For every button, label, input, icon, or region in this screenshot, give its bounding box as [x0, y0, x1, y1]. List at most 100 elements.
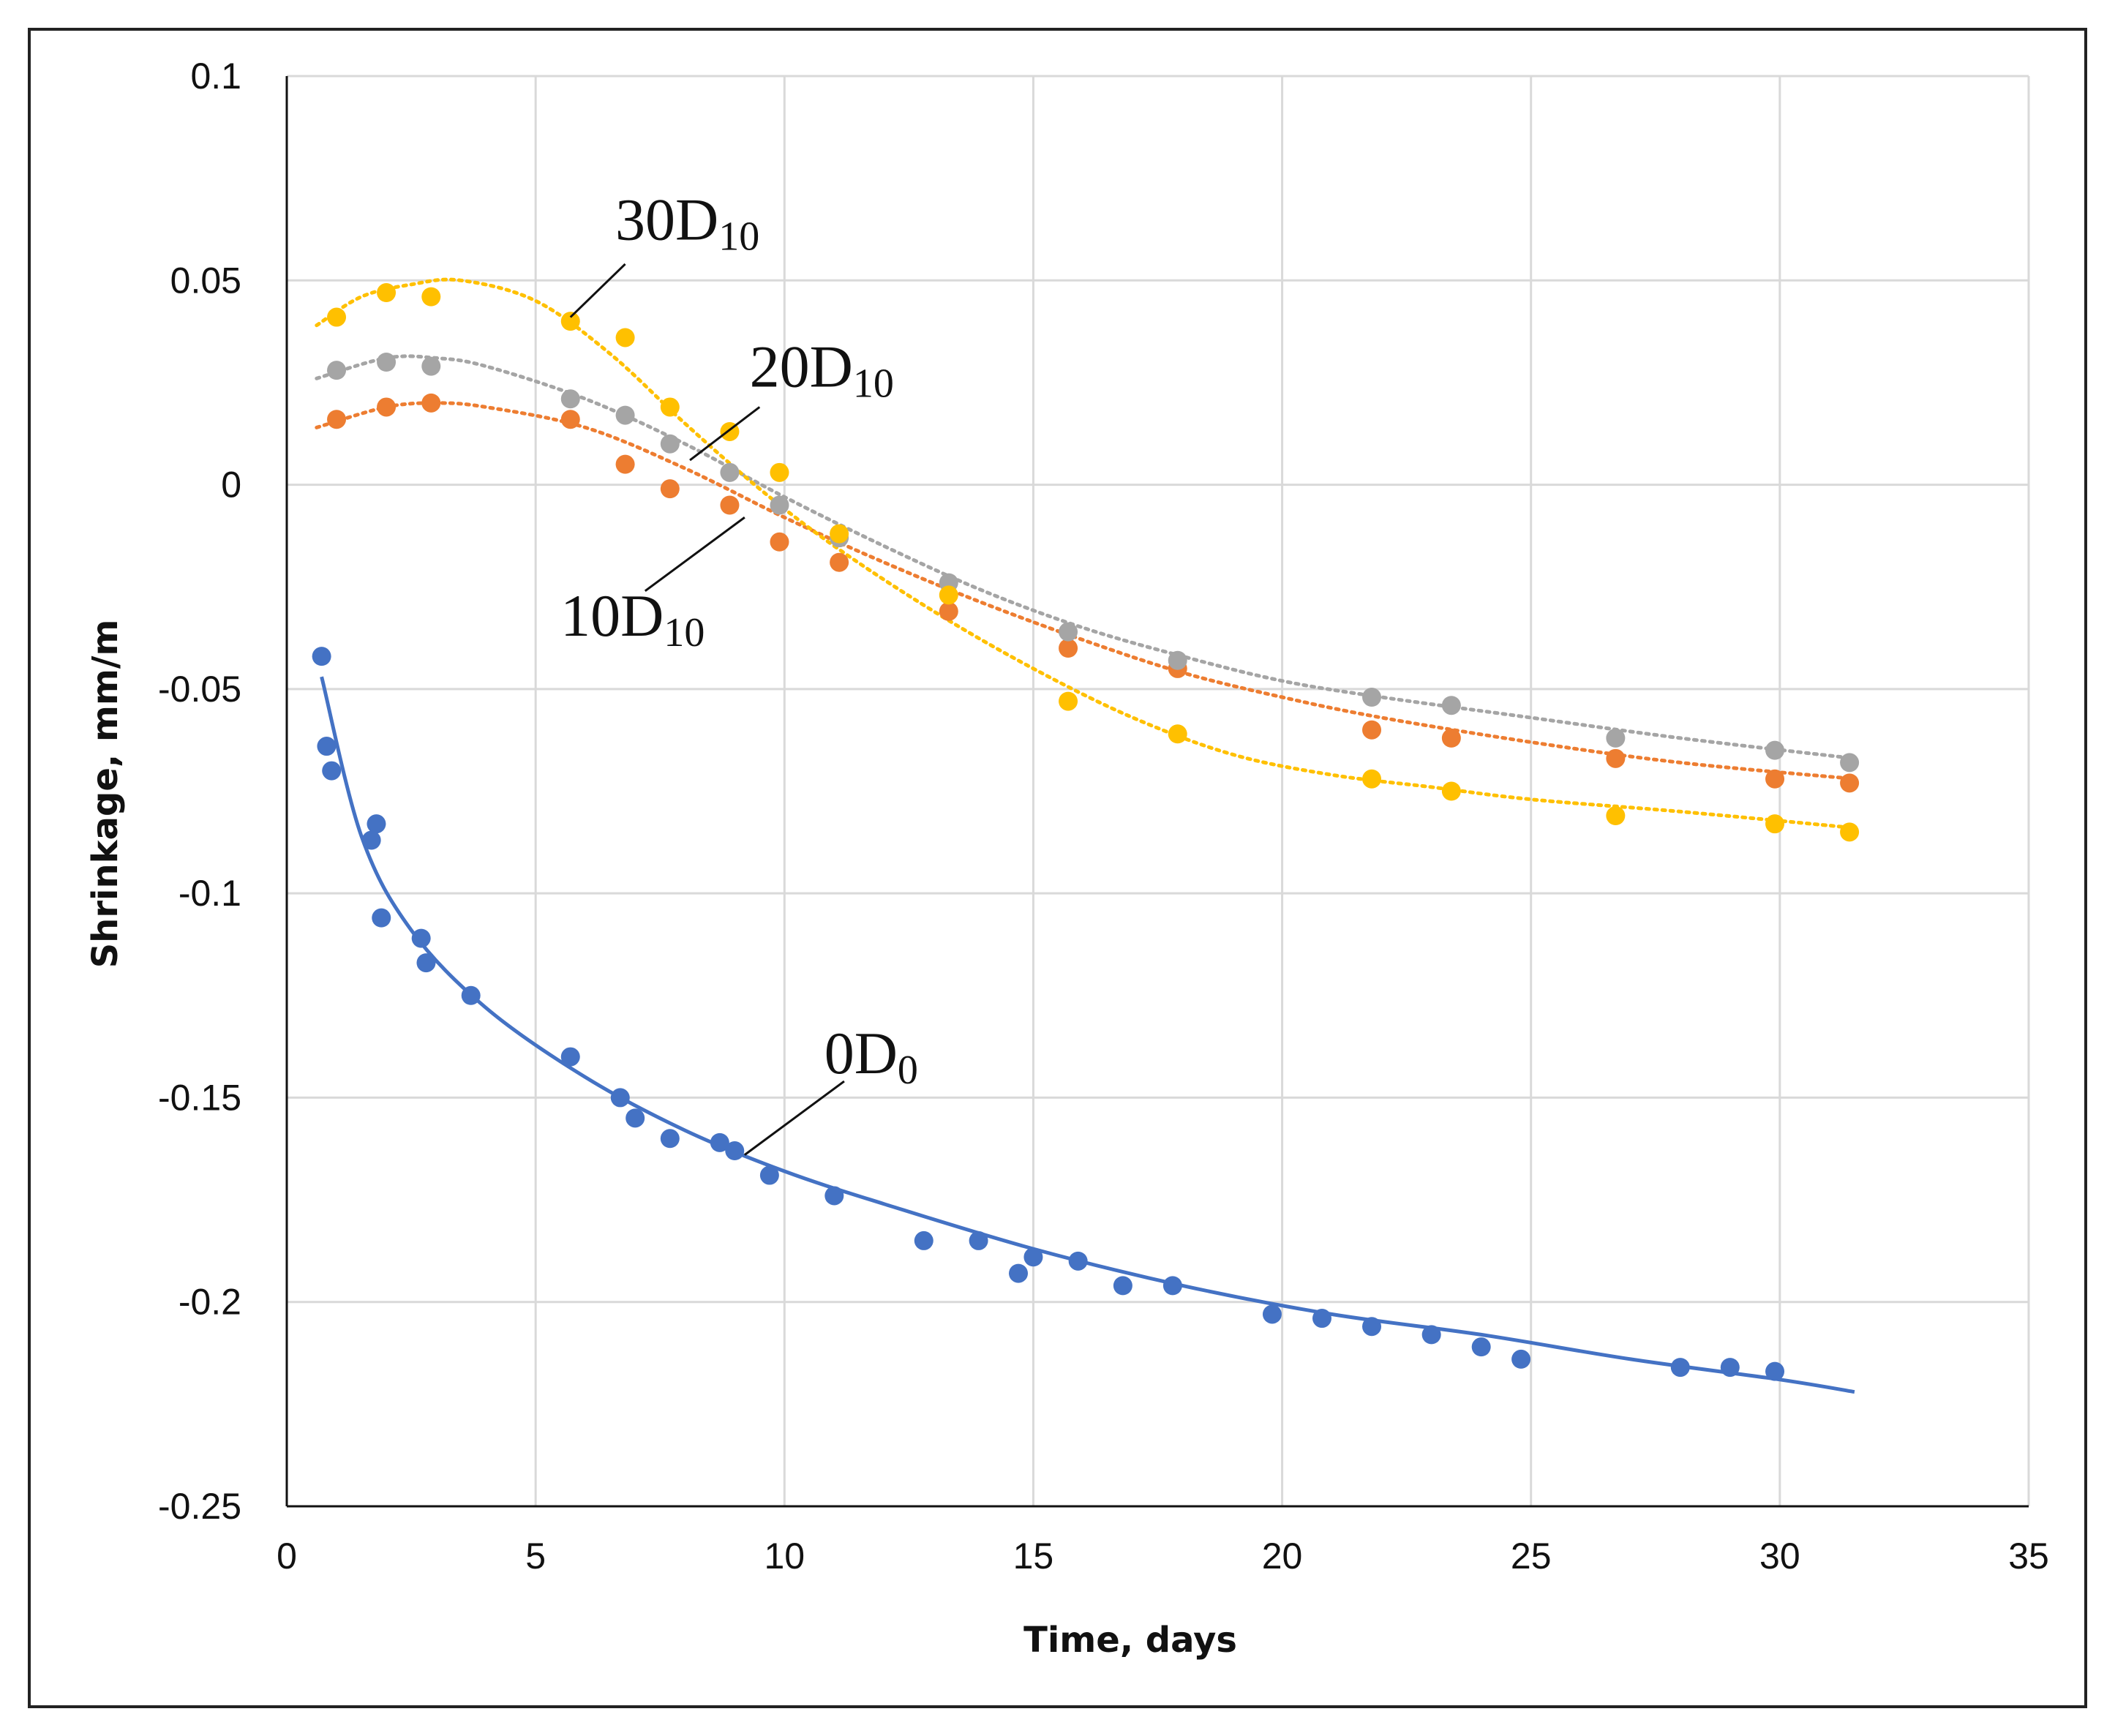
data-point-0d0 — [759, 1165, 779, 1185]
leader-line-30d10 — [569, 263, 626, 318]
x-tick-label: 20 — [1262, 1536, 1303, 1577]
data-point-20d10 — [770, 495, 789, 515]
data-point-30d10 — [1441, 781, 1461, 801]
data-point-30d10 — [615, 328, 635, 347]
data-point-0d0 — [1009, 1263, 1029, 1283]
series-label-subscript: 10 — [664, 610, 705, 655]
data-point-10d10 — [377, 397, 397, 417]
data-point-30d10 — [1840, 822, 1860, 842]
leader-line-20d10 — [689, 406, 761, 462]
y-tick-labels: 0.1 0.05 0 -0.05 -0.1 -0.15 -0.2 -0.25 — [158, 56, 241, 1527]
data-point-20d10 — [1765, 740, 1785, 760]
data-point-0d0 — [1471, 1337, 1491, 1357]
data-point-30d10 — [830, 524, 849, 544]
data-point-0d0 — [914, 1230, 933, 1250]
data-point-10d10 — [1765, 769, 1785, 789]
data-point-0d0 — [367, 814, 386, 834]
data-point-30d10 — [1765, 814, 1785, 834]
data-point-30d10 — [1059, 691, 1078, 711]
data-point-0d0 — [416, 953, 436, 973]
x-tick-label: 25 — [1511, 1536, 1552, 1577]
y-tick-label: 0.05 — [170, 260, 241, 301]
y-tick-label: -0.15 — [158, 1077, 241, 1118]
series-label-subscript: 10 — [718, 214, 759, 259]
y-axis-title: Shrinkage, mm/m — [85, 620, 126, 969]
x-tick-label: 15 — [1013, 1536, 1054, 1577]
data-point-0d0 — [1362, 1317, 1382, 1337]
data-point-20d10 — [660, 434, 680, 454]
data-point-20d10 — [1168, 650, 1187, 670]
trend-lines — [315, 277, 1857, 1394]
data-point-0d0 — [322, 761, 342, 781]
figure-frame — [28, 28, 2087, 1708]
series-label-30d10: 30D10 — [615, 186, 759, 259]
data-point-0d0 — [1670, 1358, 1690, 1378]
data-point-0d0 — [1262, 1304, 1282, 1324]
data-point-0d0 — [411, 928, 431, 948]
data-point-0d0 — [1511, 1349, 1531, 1369]
data-point-0d0 — [361, 830, 381, 850]
data-point-30d10 — [327, 307, 347, 327]
data-point-0d0 — [710, 1132, 729, 1152]
data-point-20d10 — [1606, 728, 1626, 748]
data-point-10d10 — [770, 532, 789, 552]
data-point-0d0 — [372, 908, 391, 928]
data-point-0d0 — [317, 737, 337, 756]
data-point-20d10 — [327, 361, 347, 380]
data-point-20d10 — [377, 353, 397, 372]
x-tick-labels: 0 5 10 15 20 25 30 35 — [277, 1536, 2049, 1577]
trendline-0d0 — [320, 676, 1855, 1394]
data-point-30d10 — [1606, 806, 1626, 826]
data-point-0d0 — [610, 1088, 630, 1108]
data-point-0d0 — [1068, 1251, 1088, 1271]
data-point-0d0 — [626, 1108, 645, 1128]
data-point-10d10 — [1362, 720, 1382, 740]
data-point-30d10 — [421, 287, 441, 307]
data-point-20d10 — [1840, 753, 1860, 773]
leader-line-10d10 — [644, 516, 745, 593]
x-tick-label: 10 — [764, 1536, 805, 1577]
x-tick-label: 0 — [277, 1536, 297, 1577]
data-point-10d10 — [560, 410, 580, 429]
trendline-10d10 — [315, 401, 1857, 781]
data-point-10d10 — [720, 495, 740, 515]
data-point-20d10 — [421, 356, 441, 376]
axes — [285, 76, 2029, 1508]
data-point-30d10 — [1362, 769, 1382, 789]
grid-lines — [287, 75, 2030, 1508]
data-point-0d0 — [312, 647, 331, 666]
data-point-10d10 — [1840, 773, 1860, 793]
data-point-0d0 — [461, 985, 481, 1005]
x-axis-title: Time, days — [1023, 1620, 1237, 1661]
x-tick-label: 35 — [2008, 1536, 2049, 1577]
trendline-30d10 — [315, 277, 1857, 830]
data-point-0d0 — [725, 1141, 745, 1161]
data-point-20d10 — [1059, 622, 1078, 642]
data-point-0d0 — [1162, 1276, 1182, 1296]
data-point-30d10 — [560, 312, 580, 331]
leader-line-0d0 — [743, 1080, 845, 1156]
data-point-20d10 — [560, 389, 580, 409]
data-point-0d0 — [1312, 1309, 1331, 1329]
y-tick-label: -0.05 — [158, 669, 241, 710]
data-point-20d10 — [720, 462, 740, 482]
trendline-20d10 — [315, 354, 1857, 761]
x-tick-label: 30 — [1759, 1536, 1800, 1577]
data-point-10d10 — [1059, 639, 1078, 658]
data-point-30d10 — [770, 462, 789, 482]
data-point-10d10 — [615, 454, 635, 474]
data-point-0d0 — [560, 1047, 580, 1067]
y-tick-label: -0.2 — [179, 1282, 241, 1323]
data-point-0d0 — [969, 1230, 988, 1250]
series-label-subscript: 0 — [898, 1048, 918, 1093]
y-tick-label: -0.25 — [158, 1486, 241, 1527]
data-point-30d10 — [1168, 724, 1187, 744]
data-point-10d10 — [1606, 748, 1626, 768]
data-point-20d10 — [1441, 696, 1461, 715]
data-point-20d10 — [1362, 688, 1382, 707]
data-points — [312, 283, 1860, 1381]
y-tick-label: 0 — [221, 465, 241, 506]
data-point-30d10 — [377, 283, 397, 303]
